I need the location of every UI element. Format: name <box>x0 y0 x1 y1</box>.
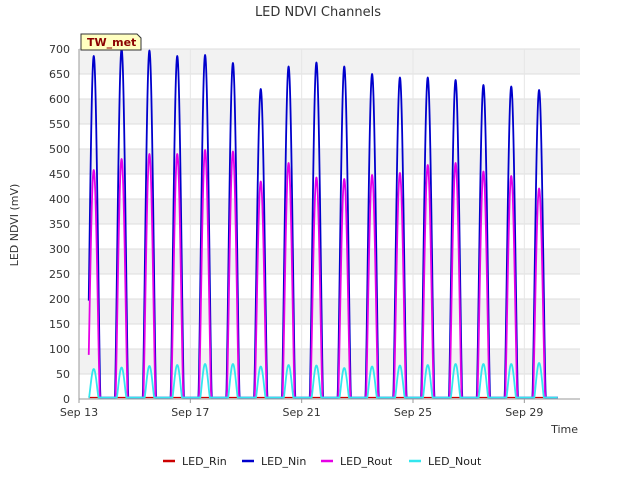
plot-band <box>79 99 580 124</box>
x-tick-label: Sep 21 <box>283 406 321 419</box>
x-tick-label: Sep 13 <box>60 406 98 419</box>
x-tick-label: Sep 25 <box>394 406 432 419</box>
legend-label-led-nin: LED_Nin <box>261 455 306 468</box>
axes <box>78 49 580 403</box>
x-tick-label: Sep 29 <box>505 406 543 419</box>
plot-band <box>79 349 580 374</box>
plot-band <box>79 199 580 224</box>
y-tick-label: 200 <box>49 293 70 306</box>
y-tick-label: 100 <box>49 343 70 356</box>
legend: LED_Rin LED_Nin LED_Rout LED_Nout <box>163 455 482 468</box>
legend-label-led-rin: LED_Rin <box>182 455 227 468</box>
plot-band <box>79 299 580 324</box>
y-tick-label: 300 <box>49 243 70 256</box>
station-badge: TW_met <box>80 33 142 51</box>
series-layer <box>87 48 559 399</box>
y-axis-label: LED NDVI (mV) <box>8 184 21 267</box>
y-tick-label: 450 <box>49 168 70 181</box>
x-axis-label: Time <box>550 423 578 436</box>
y-tick-label: 400 <box>49 193 70 206</box>
series-line-led-nout <box>88 362 559 399</box>
y-tick-label: 350 <box>49 218 70 231</box>
station-badge-box <box>80 33 142 51</box>
legend-label-led-nout: LED_Nout <box>428 455 482 468</box>
x-tick-label: Sep 17 <box>171 406 209 419</box>
station-label: TW_met <box>87 36 136 49</box>
y-tick-label: 250 <box>49 268 70 281</box>
y-tick-label: 50 <box>56 368 70 381</box>
y-tick-label: 150 <box>49 318 70 331</box>
y-tick-label: 500 <box>49 143 70 156</box>
plot-band <box>79 149 580 174</box>
y-tick-label: 700 <box>49 43 70 56</box>
y-tick-label: 600 <box>49 93 70 106</box>
plot-band <box>79 49 580 74</box>
plot-band <box>79 249 580 274</box>
y-tick-label: 0 <box>63 393 70 406</box>
y-tick-label: 650 <box>49 68 70 81</box>
chart-title: LED NDVI Channels <box>255 5 381 20</box>
legend-label-led-rout: LED_Rout <box>340 455 393 468</box>
x-tick-labels: Sep 13 Sep 17 Sep 21 Sep 25 Sep 29 <box>60 406 544 419</box>
y-tick-labels: 0 50 100 150 200 250 300 350 400 450 500 550 600 650 7… <box>49 43 70 406</box>
y-tick-label: 550 <box>49 118 70 131</box>
